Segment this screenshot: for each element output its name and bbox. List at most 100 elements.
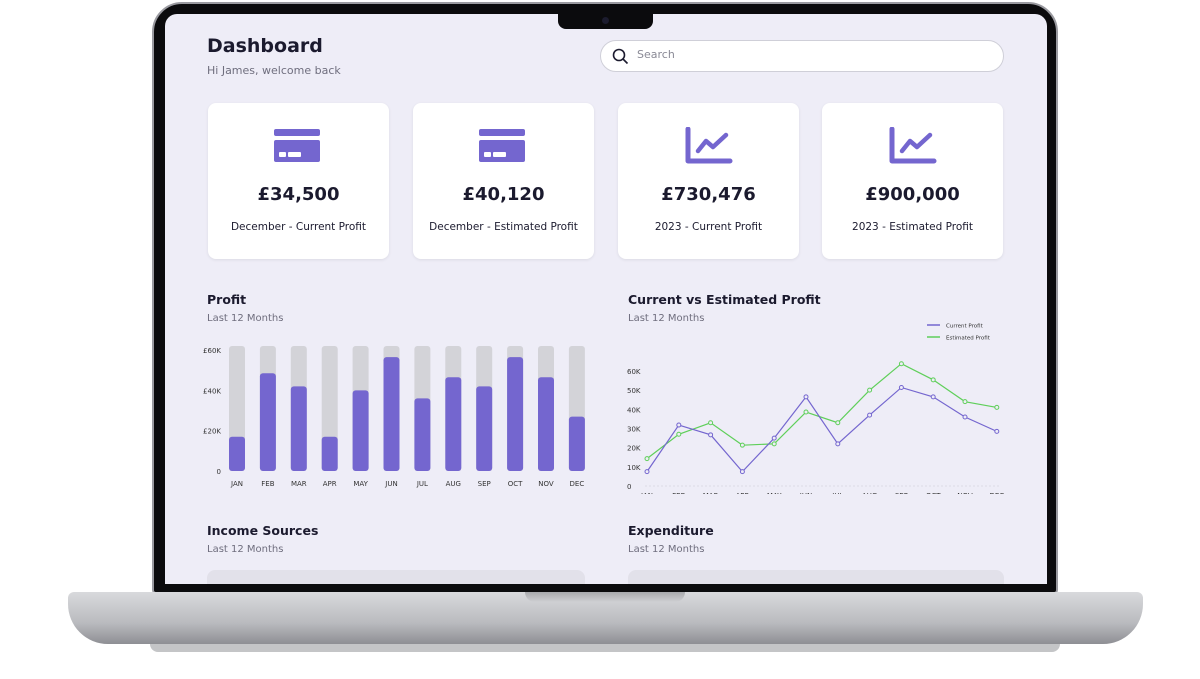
data-point [867,412,873,418]
data-point [803,409,809,415]
compare-title: Current vs Estimated Profit [628,292,821,307]
bar-jul [414,398,431,471]
expenditure-subtitle: Last 12 Months [628,544,705,555]
data-point [962,414,968,420]
stat-label: December - Estimated Profit [429,221,578,233]
stat-label: 2023 - Current Profit [654,221,763,233]
y-tick-label: £20K [203,428,221,436]
data-point [898,361,904,367]
compare-subtitle: Last 12 Months [628,313,705,324]
stat-card: £730,476 2023 - Current Profit [618,103,799,259]
data-point [676,422,682,428]
x-tick-label: MAR [703,492,719,494]
legend-label: Current Profit [946,324,984,330]
data-point [867,387,873,393]
x-tick-label: MAY [353,480,368,488]
y-tick-label: 0 [627,483,631,491]
x-tick-label: SEP [895,492,908,494]
series-line [646,363,997,460]
income-title: Income Sources [207,523,319,538]
laptop-opening-notch [525,592,685,602]
bar-aug [445,377,462,471]
stat-label: December - Current Profit [230,221,367,233]
x-tick-label: APR [735,492,749,494]
stat-card: £900,000 2023 - Estimated Profit [822,103,1003,259]
camera-icon [602,17,609,24]
line-chart-icon [889,127,937,164]
income-subtitle: Last 12 Months [207,544,284,555]
search-input[interactable] [637,48,977,61]
stat-amount: £34,500 [257,184,340,205]
legend-label: Estimated Profit [946,336,991,342]
welcome-subtitle: Hi James, welcome back [207,64,341,77]
x-tick-label: JUN [384,480,397,488]
search-bar[interactable] [600,40,1004,72]
dashboard-screen: Dashboard Hi James, welcome back £34,500… [165,14,1047,584]
x-tick-label: DEC [989,492,1004,494]
bar-feb [259,373,276,471]
x-tick-label: SEP [478,480,491,488]
credit-card-icon [479,129,525,162]
stat-amount: £900,000 [865,184,960,205]
data-point [930,377,936,383]
x-tick-label: FEB [261,480,274,488]
y-tick-label: 40K [627,406,641,414]
camera-notch [558,14,653,29]
x-tick-label: JUL [416,480,428,488]
income-sources-panel [207,570,585,584]
x-tick-label: APR [323,480,337,488]
x-tick-label: JAN [640,492,653,494]
current-vs-estimated-line-chart: 0 10K 20K 30K 40K 50K 60K JAN FEB MAR APR MAY JUN JUL… [627,324,1004,495]
laptop-foot-shadow [150,644,1060,652]
bar-jan [229,436,245,471]
bar-mar [290,386,307,471]
bar-dec [568,416,585,471]
expenditure-panel [628,570,1004,584]
y-tick-label: 50K [627,387,641,395]
data-point [994,428,1000,434]
x-tick-label: FEB [672,492,685,494]
x-tick-label: OCT [926,492,941,494]
y-tick-label: £60K [203,347,221,355]
y-tick-label: 0 [217,468,221,476]
data-point [644,469,650,475]
stat-amount: £40,120 [462,184,545,205]
stat-amount: £730,476 [661,184,756,205]
laptop-base [68,592,1143,644]
data-point [708,420,714,426]
bar-sep [476,386,493,471]
x-tick-label: JAN [230,480,243,488]
y-tick-label: 20K [627,445,641,453]
bar-nov [538,377,554,471]
profit-subtitle: Last 12 Months [207,313,284,324]
data-point [644,456,650,462]
data-point [898,384,904,390]
x-tick-label: NOV [538,480,554,488]
data-point [835,420,841,426]
y-tick-label: 30K [627,426,641,434]
data-point [771,441,777,447]
data-point [676,431,682,437]
data-point [739,442,745,448]
bar-may [352,390,369,471]
stat-card: £40,120 December - Estimated Profit [413,103,594,259]
data-point [739,469,745,475]
data-point [994,404,1000,410]
data-point [962,399,968,405]
data-point [803,394,809,400]
x-tick-label: MAR [291,480,307,488]
line-chart-icon [685,127,733,164]
x-tick-label: OCT [508,480,523,488]
bar-oct [507,357,524,471]
profit-title: Profit [207,292,247,307]
search-icon [612,48,629,65]
stat-card: £34,500 December - Current Profit [208,103,389,259]
bar-apr [321,436,338,471]
bar-jun [383,357,400,471]
x-tick-label: MAY [767,492,782,494]
expenditure-title: Expenditure [628,523,714,538]
y-tick-label: 60K [627,368,641,376]
data-point [835,441,841,447]
x-tick-label: NOV [957,492,973,494]
x-tick-label: JUL [831,492,843,494]
